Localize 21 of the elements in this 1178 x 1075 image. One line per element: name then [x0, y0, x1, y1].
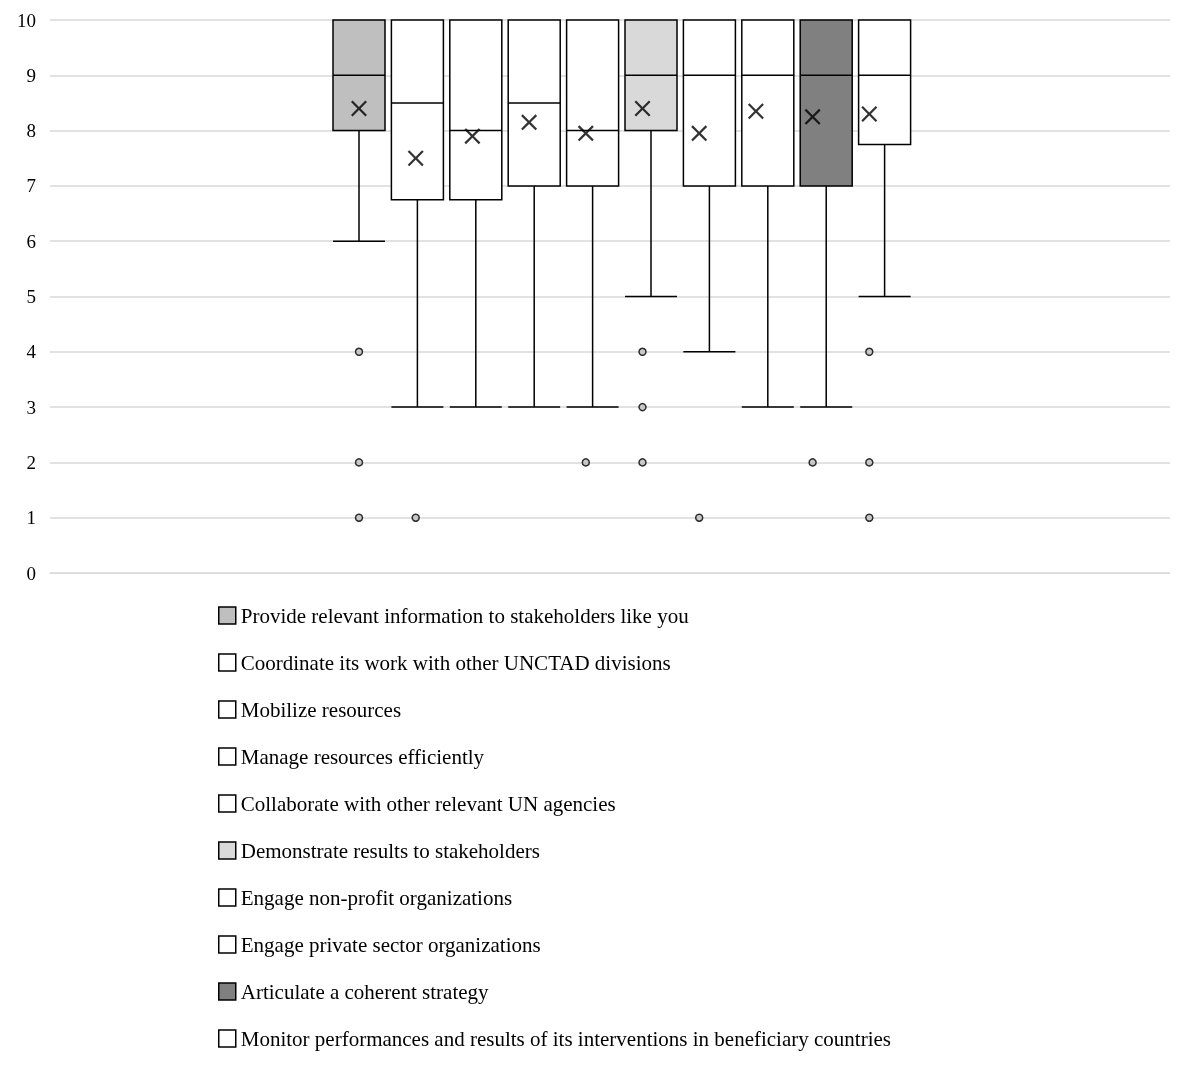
y-tick-label: 2 — [26, 451, 36, 473]
y-tick-label: 9 — [26, 64, 36, 86]
legend-label: Engage private sector organizations — [240, 932, 541, 957]
y-tick-label: 8 — [26, 120, 36, 142]
y-tick-label: 4 — [26, 341, 37, 363]
y-tick-label: 5 — [26, 286, 36, 307]
y-tick-label: 0 — [26, 562, 36, 584]
y-tick-label: 6 — [26, 230, 36, 252]
legend-label: Manage resources efficiently — [240, 744, 485, 769]
legend-label: Coordinate its work with other UNCTAD divisions — [240, 650, 671, 675]
legend-label: Demonstrate results to stakeholders — [240, 838, 540, 863]
legend-label: Provide relevant information to stakeholders like you — [240, 603, 690, 628]
legend-label: Monitor performances and results of its interventions in beneficiary countries — [240, 1026, 891, 1051]
y-tick-label: 10 — [17, 9, 36, 31]
y-tick-label: 3 — [26, 396, 36, 418]
legend-label: Mobilize resources — [240, 697, 402, 722]
y-tick-label: 1 — [26, 507, 36, 529]
y-tick-label: 7 — [26, 175, 36, 197]
legend-label: Collaborate with other relevant UN agencies — [240, 791, 616, 816]
legend-label: Engage non-profit organizations — [240, 885, 513, 910]
legend-label: Articulate a coherent strategy — [240, 979, 490, 1004]
